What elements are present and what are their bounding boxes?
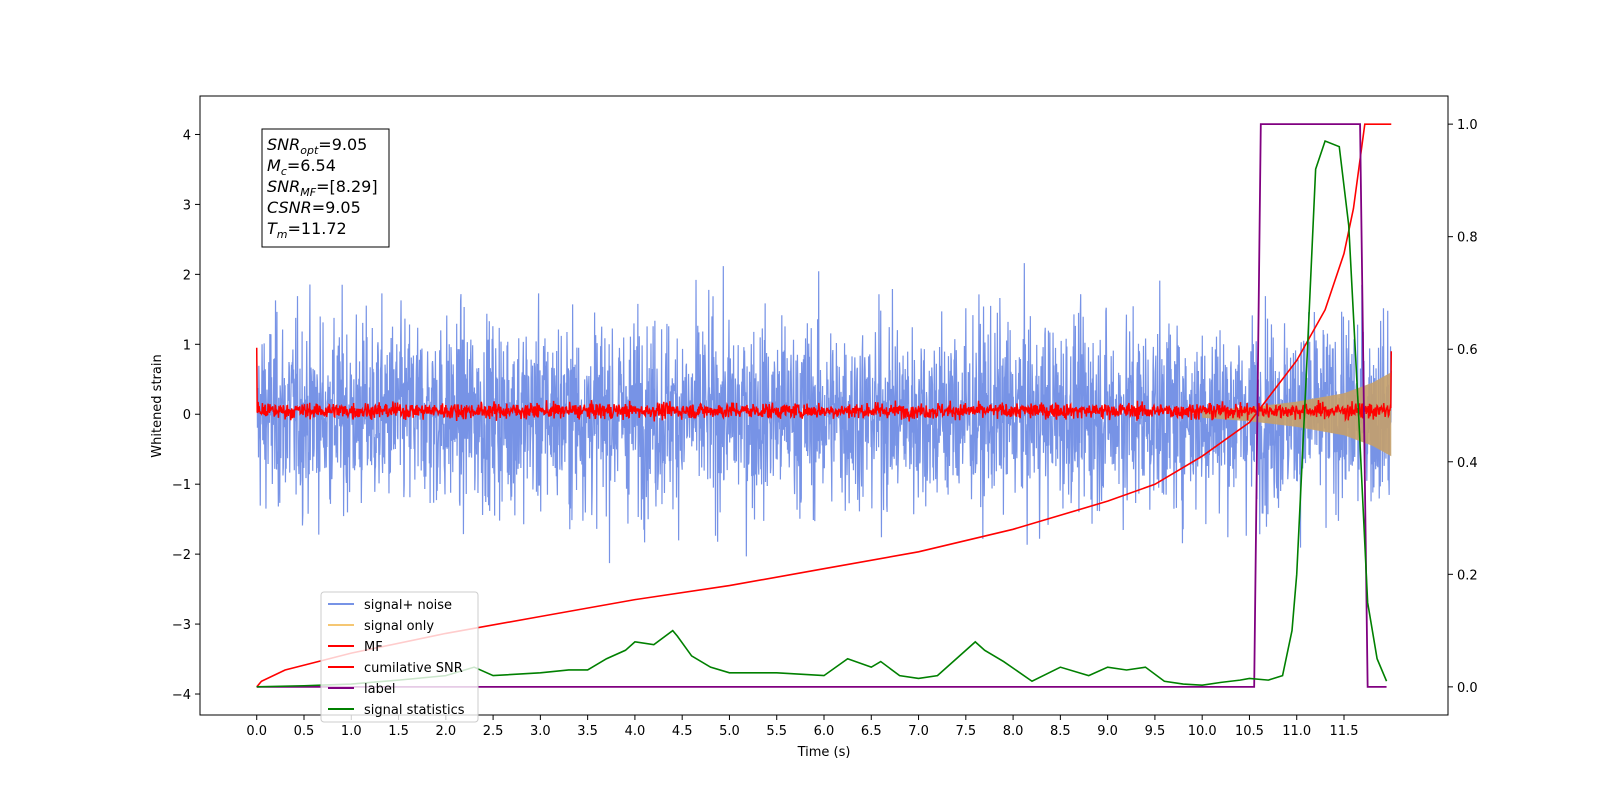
y2-tick-label: 0.0: [1457, 681, 1478, 696]
x-tick-label: 1.5: [388, 724, 409, 739]
series-signal-noise: [256, 263, 1392, 564]
x-tick-label: 10.0: [1188, 724, 1217, 739]
legend: signal+ noise signal only MF cumilative SNR…: [320, 591, 479, 723]
x-tick-label: 5.0: [719, 724, 740, 739]
x-tick-label: 10.5: [1235, 724, 1264, 739]
legend-label: signal statistics: [364, 703, 465, 718]
legend-label: MF: [364, 640, 383, 655]
x-tick-label: 4.5: [672, 724, 693, 739]
y-axis-left: 4 3 2 1 0 −1 −2 −3 −4: [172, 128, 200, 703]
y2-tick-label: 0.8: [1457, 231, 1478, 246]
x-tick-label: 7.0: [908, 724, 929, 739]
x-tick-label: 5.5: [766, 724, 787, 739]
legend-frame: [320, 591, 479, 723]
legend-label: signal only: [364, 619, 434, 634]
x-axis: 0.0 0.5 1.0 1.5 2.0 2.5 3.0 3.5 4.0 4.5 5.0 5.5 6.0 6…: [246, 715, 1358, 739]
y-tick-label: 3: [183, 198, 191, 213]
legend-label: label: [364, 682, 395, 697]
x-tick-label: 3.5: [577, 724, 598, 739]
x-tick-label: 6.0: [814, 724, 835, 739]
y-tick-label: 1: [183, 338, 191, 353]
x-tick-label: 11.5: [1330, 724, 1359, 739]
info-line: Tm=11.72: [267, 219, 347, 241]
y-tick-label: 4: [183, 128, 191, 143]
x-tick-label: 0.5: [294, 724, 315, 739]
x-tick-label: 8.5: [1050, 724, 1071, 739]
x-tick-label: 0.0: [246, 724, 267, 739]
x-axis-label: Time (s): [797, 745, 851, 760]
x-tick-label: 9.0: [1097, 724, 1118, 739]
series-mf: [255, 347, 1393, 423]
x-tick-label: 4.0: [625, 724, 646, 739]
y-tick-label: 2: [183, 268, 191, 283]
info-line: SNRMF=[8.29]: [267, 177, 378, 199]
y-tick-label: 0: [183, 408, 191, 423]
y-tick-label: −2: [172, 548, 191, 563]
y2-tick-label: 0.2: [1457, 568, 1478, 583]
x-tick-label: 8.0: [1003, 724, 1024, 739]
y-tick-label: −4: [172, 688, 191, 703]
y-tick-label: −3: [172, 618, 191, 633]
legend-label: cumilative SNR: [364, 661, 463, 676]
series-signal-statistics: [256, 139, 1388, 688]
x-tick-label: 3.0: [530, 724, 551, 739]
x-tick-label: 6.5: [861, 724, 882, 739]
y2-tick-label: 0.4: [1457, 456, 1478, 471]
x-tick-label: 2.0: [435, 724, 456, 739]
legend-label: signal+ noise: [364, 598, 452, 613]
x-tick-label: 7.5: [955, 724, 976, 739]
x-tick-label: 1.0: [341, 724, 362, 739]
info-line: Mc=6.54: [267, 156, 336, 178]
y-axis-label: Whitened strain: [150, 354, 165, 457]
y-tick-label: −1: [172, 478, 191, 493]
series-label: [256, 123, 1387, 688]
series-signal-only: [1202, 372, 1392, 457]
x-tick-label: 11.0: [1282, 724, 1311, 739]
y2-tick-label: 1.0: [1457, 118, 1478, 133]
info-line: SNRopt=9.05: [267, 135, 367, 157]
y-axis-right: 1.0 0.8 0.6 0.4 0.2 0.0: [1448, 118, 1478, 696]
y2-tick-label: 0.6: [1457, 343, 1478, 358]
info-line: CSNR=9.05: [267, 198, 361, 217]
x-tick-label: 9.5: [1145, 724, 1166, 739]
info-box-frame: [261, 128, 390, 248]
x-tick-label: 2.5: [483, 724, 504, 739]
